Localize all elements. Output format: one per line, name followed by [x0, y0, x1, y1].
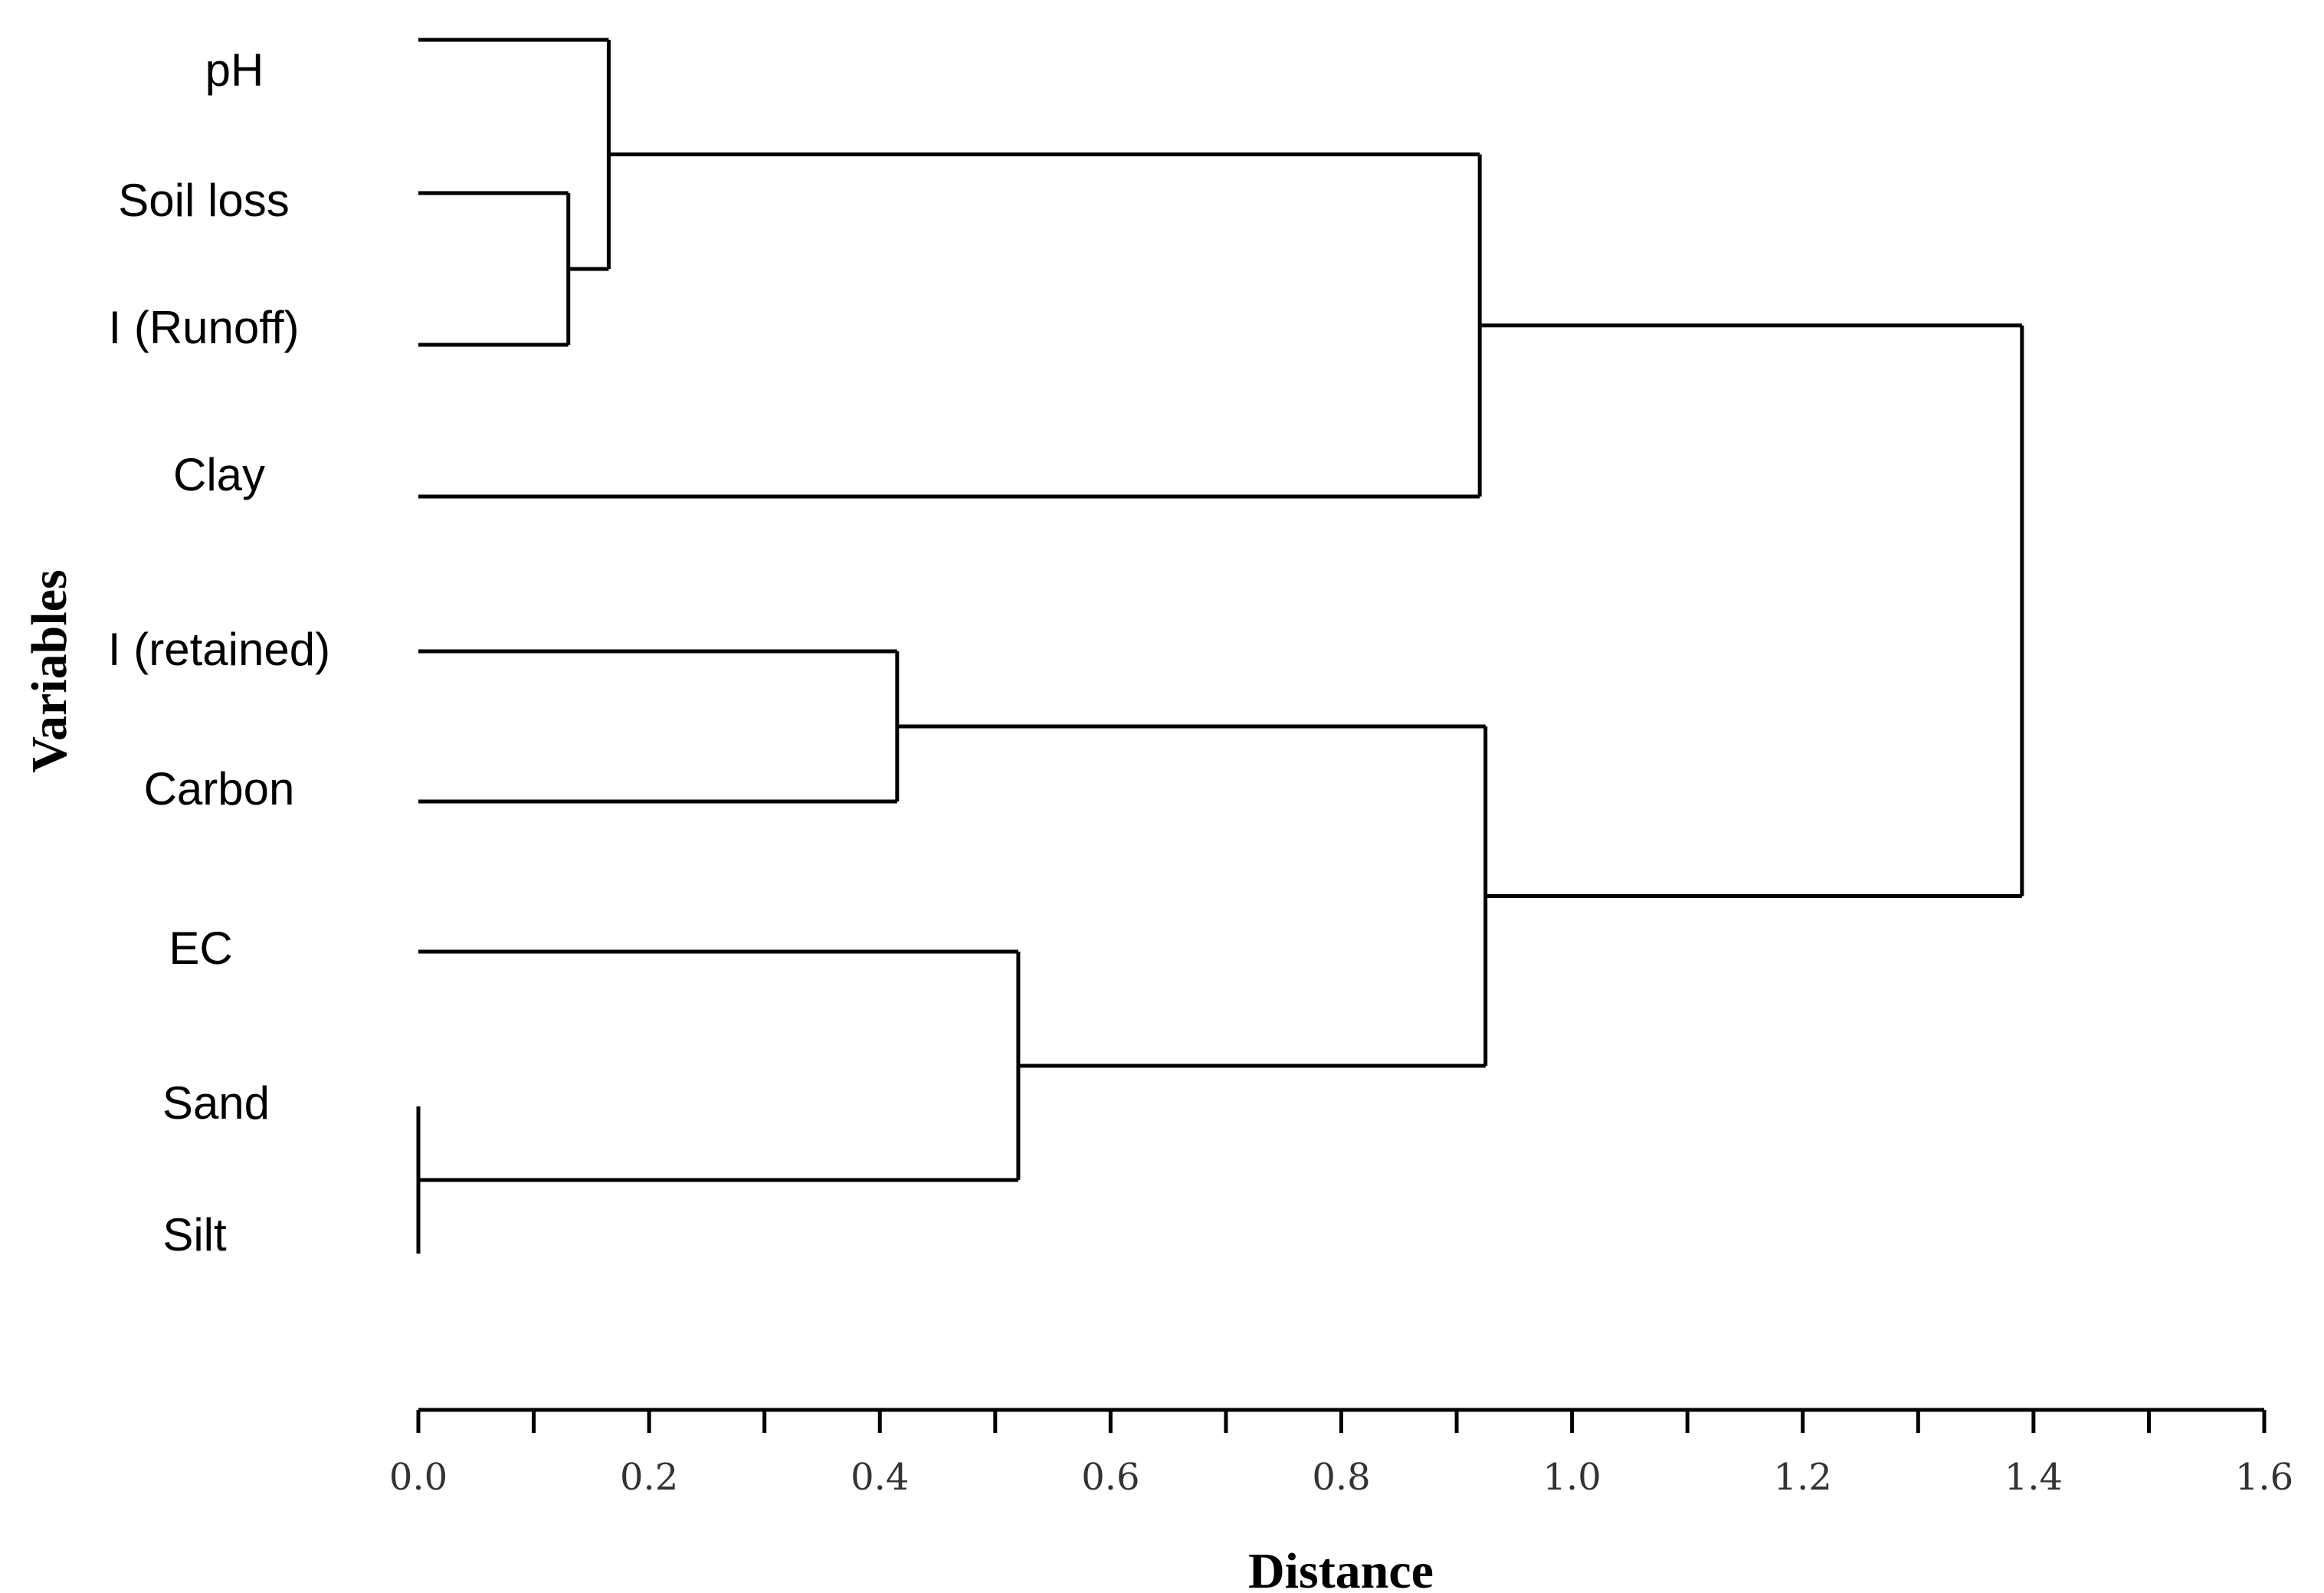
x-tick-label: 0.8 — [1312, 1456, 1370, 1499]
leaf-label: Silt — [162, 1209, 227, 1260]
x-tick-label: 1.2 — [1774, 1456, 1832, 1499]
leaf-label: I (retained) — [108, 624, 330, 675]
y-axis-title: Variables — [21, 569, 77, 772]
x-ticks: 0.0 0.2 0.4 0.6 0.8 1.0 1.2 1.4 1.6 — [389, 1410, 2293, 1499]
leaf-label: Clay — [173, 449, 265, 500]
leaf-label: EC — [169, 923, 232, 974]
x-tick-label: 1.0 — [1542, 1456, 1601, 1499]
leaf-label: I (Runoff) — [109, 302, 300, 353]
x-axis-title: Distance — [1248, 1543, 1434, 1593]
x-tick-label: 0.0 — [389, 1456, 447, 1499]
leaf-label: Sand — [162, 1077, 270, 1129]
leaf-label: Soil loss — [118, 175, 289, 226]
leaf-labels: pH Soil loss I (Runoff) Clay I (retained) Car… — [108, 44, 330, 1260]
leaf-label: pH — [205, 44, 264, 96]
x-tick-label: 0.4 — [851, 1456, 909, 1499]
x-tick-label: 1.6 — [2235, 1456, 2293, 1499]
leaf-label: Carbon — [144, 763, 295, 815]
x-axis: 0.0 0.2 0.4 0.6 0.8 1.0 1.2 1.4 1.6 — [389, 1408, 2293, 1499]
dendrogram-branches — [416, 38, 2024, 1254]
x-tick-label: 1.4 — [2004, 1456, 2063, 1499]
x-tick-label: 0.6 — [1081, 1456, 1139, 1499]
x-tick-label: 0.2 — [620, 1456, 678, 1499]
